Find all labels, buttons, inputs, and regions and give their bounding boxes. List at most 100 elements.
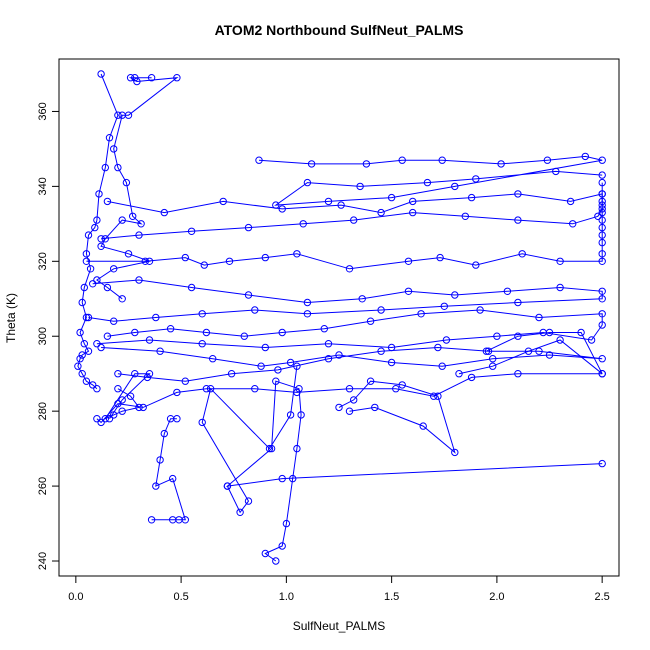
data-point xyxy=(93,216,101,224)
data-point xyxy=(101,415,110,423)
data-point xyxy=(200,261,209,269)
data-point xyxy=(598,208,606,217)
data-point xyxy=(278,474,286,483)
data-point xyxy=(293,362,301,370)
data-point xyxy=(91,223,99,232)
data-point xyxy=(324,340,333,348)
data-point xyxy=(484,347,493,355)
data-point xyxy=(451,182,459,191)
data-point xyxy=(472,261,480,269)
data-point xyxy=(110,411,118,419)
data-point xyxy=(261,343,269,352)
data-point xyxy=(295,385,303,393)
data-point xyxy=(143,373,152,382)
data-point xyxy=(337,201,345,209)
data-point xyxy=(398,381,406,389)
data-point xyxy=(387,193,396,202)
data-point xyxy=(84,313,93,322)
series-lines xyxy=(77,73,603,562)
data-point xyxy=(89,381,97,389)
series-line-14 xyxy=(103,373,151,420)
data-point xyxy=(514,332,522,340)
series-line-7 xyxy=(96,309,603,349)
data-point xyxy=(173,74,181,82)
data-point xyxy=(514,216,522,224)
data-point xyxy=(598,238,606,247)
data-point xyxy=(114,370,122,378)
data-point xyxy=(103,283,112,292)
data-point xyxy=(489,355,497,363)
data-point xyxy=(598,310,606,318)
data-point xyxy=(261,253,269,262)
data-point xyxy=(434,392,442,400)
data-point xyxy=(82,313,91,322)
data-point xyxy=(93,415,101,423)
data-point xyxy=(135,231,143,239)
data-point xyxy=(598,205,606,213)
data-point xyxy=(518,250,526,258)
x-axis: 0.0 0.5 1.0 1.5 2.0 2.5 xyxy=(68,575,610,603)
data-point xyxy=(358,295,366,303)
data-point xyxy=(156,347,164,355)
data-point xyxy=(282,519,291,528)
data-point xyxy=(451,291,459,299)
data-point xyxy=(598,178,606,187)
data-point xyxy=(110,145,118,153)
x-tick-label: 1.5 xyxy=(384,591,399,603)
data-point xyxy=(377,208,385,217)
data-point xyxy=(345,265,354,273)
data-point xyxy=(240,332,249,340)
data-point xyxy=(244,223,253,232)
data-point xyxy=(587,336,596,344)
data-point xyxy=(84,231,93,239)
chart-title: ATOM2 Northbound SulfNeut_PALMS xyxy=(215,22,464,38)
data-point xyxy=(482,347,491,355)
data-point xyxy=(173,415,181,423)
data-point xyxy=(472,175,480,183)
data-point xyxy=(118,111,126,119)
data-point xyxy=(377,306,385,314)
data-point xyxy=(598,295,606,303)
data-point xyxy=(535,313,543,322)
data-point xyxy=(293,444,301,453)
data-point xyxy=(118,216,126,224)
data-point xyxy=(181,253,190,262)
data-point xyxy=(135,403,143,412)
data-point xyxy=(244,497,253,505)
data-point xyxy=(114,111,122,119)
data-point xyxy=(278,328,286,337)
data-point xyxy=(147,74,156,82)
data-point xyxy=(141,257,150,265)
data-point xyxy=(251,385,259,393)
data-point xyxy=(467,373,476,382)
data-point xyxy=(105,415,114,423)
data-point xyxy=(345,407,354,415)
data-point xyxy=(409,208,417,217)
data-point xyxy=(404,257,413,265)
data-point xyxy=(257,362,265,370)
data-point xyxy=(272,201,280,209)
series-line-6 xyxy=(88,279,603,322)
data-point xyxy=(598,171,606,179)
y-axis-label: Theta (K) xyxy=(4,293,18,343)
data-point xyxy=(286,411,295,419)
data-point xyxy=(236,508,244,516)
data-point xyxy=(581,152,589,161)
data-point xyxy=(97,235,105,243)
data-point xyxy=(97,418,105,427)
data-point xyxy=(398,156,406,164)
data-point xyxy=(86,265,95,273)
data-point xyxy=(423,178,432,187)
data-point xyxy=(145,370,154,378)
data-point xyxy=(430,392,438,400)
data-point xyxy=(569,220,577,228)
data-point xyxy=(152,313,160,322)
data-point xyxy=(598,321,606,329)
data-point xyxy=(139,403,147,412)
data-point xyxy=(598,250,606,258)
data-point xyxy=(409,197,417,206)
data-point xyxy=(181,516,190,524)
data-point xyxy=(101,235,110,243)
data-point xyxy=(82,377,91,385)
